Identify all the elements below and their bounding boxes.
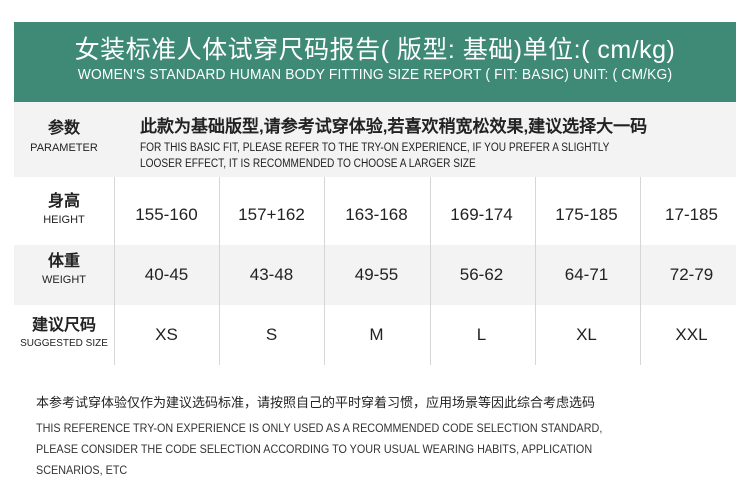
table-cell: S xyxy=(265,325,278,344)
row-label-cn: 身高 xyxy=(47,193,80,210)
row-label: 身高 HEIGHT xyxy=(14,193,114,229)
title-en: WOMEN'S STANDARD HUMAN BODY FITTING SIZE… xyxy=(77,66,673,83)
table-cell: 43-48 xyxy=(249,265,294,284)
row-label-cn: 体重 xyxy=(47,253,80,270)
note-cn: 本参考试穿体验仅作为建议选码标准，请按照自己的平时穿着习惯，应用场景等因此综合考… xyxy=(36,395,596,410)
column-divider xyxy=(535,177,536,365)
weight-row: 体重 WEIGHT 40-45 43-48 49-55 56-62 64-71 72-79 xyxy=(14,245,736,305)
row-label-en: WEIGHT xyxy=(42,274,86,286)
table-cell: 49-55 xyxy=(354,265,399,284)
column-divider xyxy=(640,177,641,365)
parameter-label-cn: 参数 xyxy=(47,120,80,137)
parameter-row: 参数 PARAMETER 此款为基础版型,请参考试穿体验,若喜欢稍宽松效果,建议… xyxy=(14,102,736,177)
table-cell: 72-79 xyxy=(669,265,714,284)
column-divider xyxy=(219,177,220,365)
row-label-en: HEIGHT xyxy=(43,214,85,226)
title-cn: 女装标准人体试穿尺码报告( 版型: 基础)单位:( cm/kg) xyxy=(74,36,676,64)
table-cell: 175-185 xyxy=(555,205,618,224)
parameter-text-cn: 此款为基础版型,请参考试穿体验,若喜欢稍宽松效果,建议选择大一码 xyxy=(140,117,648,136)
row-label: 建议尺码 SUGGESTED SIZE xyxy=(14,317,114,353)
title-banner-inner: 女装标准人体试穿尺码报告( 版型: 基础)单位:( cm/kg) WOMEN'S… xyxy=(14,22,736,96)
note-en-1: THIS REFERENCE TRY-ON EXPERIENCE IS ONLY… xyxy=(36,421,603,435)
suggested-size-row: 建议尺码 SUGGESTED SIZE XS S M L XL XXL xyxy=(14,305,736,365)
parameter-description: 此款为基础版型,请参考试穿体验,若喜欢稍宽松效果,建议选择大一码 FOR THI… xyxy=(140,112,730,172)
table-cell: 56-62 xyxy=(459,265,504,284)
parameter-text-en-2: LOOSER EFFECT, IT IS RECOMMENDED TO CHOO… xyxy=(140,158,476,170)
parameter-label-en: PARAMETER xyxy=(30,142,98,154)
row-label-en: SUGGESTED SIZE xyxy=(20,338,108,349)
table-cell: 157+162 xyxy=(238,205,305,224)
parameter-text-en-1: FOR THIS BASIC FIT, PLEASE REFER TO THE … xyxy=(140,142,610,154)
table-cell: M xyxy=(369,325,384,344)
footer-note: 本参考试穿体验仅作为建议选码标准，请按照自己的平时穿着习惯，应用场景等因此综合考… xyxy=(36,392,736,481)
table-cell: L xyxy=(476,325,487,344)
table-cell: 40-45 xyxy=(144,265,189,284)
table-cell: XXL xyxy=(675,325,708,344)
column-divider xyxy=(324,177,325,365)
table-cell: XL xyxy=(576,325,597,344)
height-row: 身高 HEIGHT 155-160 157+162 163-168 169-174 175-… xyxy=(14,185,736,245)
row-label: 体重 WEIGHT xyxy=(14,253,114,289)
table-cell: 64-71 xyxy=(564,265,609,284)
column-divider xyxy=(114,177,115,365)
table-cell: 17-185 xyxy=(665,205,718,224)
table-cell: 163-168 xyxy=(345,205,408,224)
table-cell: 169-174 xyxy=(450,205,513,224)
note-en-3: SCENARIOS, ETC xyxy=(36,463,128,477)
note-en-2: PLEASE CONSIDER THE CODE SELECTION ACCOR… xyxy=(36,442,593,456)
parameter-label: 参数 PARAMETER xyxy=(14,114,114,154)
column-divider xyxy=(430,177,431,365)
table-cell: XS xyxy=(155,325,178,344)
row-label-cn: 建议尺码 xyxy=(31,317,96,334)
table-cell: 155-160 xyxy=(135,205,198,224)
